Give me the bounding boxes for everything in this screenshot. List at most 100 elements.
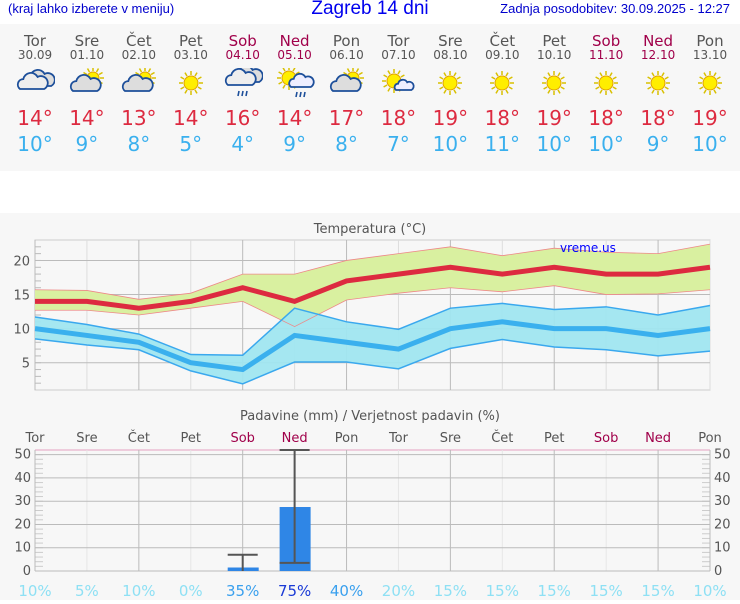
- category-label: Sre: [440, 431, 461, 446]
- high-temp: 18°: [380, 106, 417, 130]
- day-name: Pon: [696, 32, 724, 50]
- band-edge: [34, 243, 711, 300]
- day-name: Pon: [332, 32, 361, 50]
- day-name: Čet: [489, 32, 516, 50]
- category-label: Tor: [388, 431, 409, 446]
- precip-chart-title: Padavine (mm) / Verjetnost padavin (%): [240, 409, 500, 424]
- y-tick-label-right: 50: [714, 448, 731, 463]
- low-temp: 8°: [127, 132, 151, 156]
- low-temp: 10°: [432, 132, 469, 156]
- low-temp: 9°: [646, 132, 670, 156]
- precip-probability: 15%: [434, 582, 467, 600]
- day-column: Čet 02.10 13° 8°: [113, 24, 165, 158]
- category-label: Pet: [544, 431, 564, 446]
- y-tick-label-right: 30: [714, 494, 731, 509]
- last-updated: Zadnja posodobitev: 30.09.2025 - 12:27: [500, 1, 730, 16]
- daily-forecast: Tor 30.09 14° 10° Sre 01.10 14° 9° Čet 02.…: [0, 24, 740, 171]
- day-date: 10.10: [537, 48, 572, 62]
- y-tick-label: 40: [14, 471, 31, 486]
- precip-probability: 10%: [18, 582, 51, 600]
- y-tick-label: 10: [14, 541, 31, 556]
- high-temp: 14°: [173, 106, 209, 130]
- high-temp: 19°: [536, 106, 572, 130]
- day-name: Ned: [643, 32, 674, 50]
- high-temp: 18°: [588, 106, 624, 130]
- high-temp: 19°: [432, 106, 469, 130]
- sunny-icon: [698, 71, 722, 95]
- category-label: Sob: [594, 431, 618, 446]
- day-column: Čet 09.10 18° 11°: [476, 24, 528, 158]
- low-temp: 5°: [179, 132, 203, 156]
- day-date: 01.10: [69, 48, 105, 62]
- precip-probability: 75%: [278, 582, 311, 600]
- sunny-icon: [438, 71, 463, 95]
- high-temp: 18°: [484, 106, 521, 130]
- day-date: 04.10: [225, 48, 260, 62]
- category-label: Sre: [76, 431, 97, 446]
- day-column: Tor 30.09 14° 10°: [9, 24, 61, 158]
- day-column: Ned 05.10 14° 9°: [269, 24, 321, 158]
- category-label: Tor: [24, 431, 45, 446]
- sunny-icon: [542, 71, 567, 95]
- day-date: 12.10: [640, 48, 676, 62]
- high-temp: 18°: [640, 106, 676, 130]
- location-hint: (kraj lahko izberete v meniju): [8, 1, 175, 16]
- category-label: Pon: [335, 431, 359, 446]
- low-temp: 4°: [231, 132, 255, 156]
- precip-probability: 10%: [693, 582, 726, 600]
- day-column: Sob 04.10 16° 4°: [217, 24, 269, 158]
- y-tick-label: 0: [23, 564, 31, 579]
- day-name: Tor: [387, 32, 410, 50]
- y-tick-label: 50: [14, 448, 31, 463]
- day-name: Pet: [178, 32, 203, 50]
- cloudy-icon: [16, 69, 55, 90]
- sunny-icon: [490, 71, 515, 95]
- low-temp: 9°: [75, 132, 99, 156]
- low-temp: 11°: [484, 132, 521, 156]
- day-column: Sre 01.10 14° 9°: [61, 24, 113, 158]
- low-temp: 10°: [692, 132, 728, 156]
- y-tick-label: 5: [22, 357, 30, 372]
- y-tick-label: 15: [13, 289, 30, 304]
- header: (kraj lahko izberete v meniju) Zagreb 14…: [0, 0, 740, 19]
- day-date: 02.10: [121, 48, 157, 62]
- day-date: 07.10: [381, 48, 416, 62]
- high-temp: 14°: [276, 106, 313, 130]
- sunny-icon: [178, 71, 203, 95]
- precip-probability: 0%: [179, 582, 203, 600]
- precip-plot-area: [35, 450, 710, 571]
- band-edge: [34, 302, 711, 356]
- y-tick-label: 20: [14, 517, 31, 532]
- y-tick-label-right: 20: [714, 517, 731, 532]
- day-column: Tor 07.10 18° 7°: [372, 24, 424, 158]
- partly-cloudy-icon: [329, 68, 364, 92]
- day-column: Ned 12.10 18° 9°: [632, 24, 684, 158]
- category-label: Čet: [128, 430, 150, 446]
- category-label: Pet: [181, 431, 201, 446]
- low-temp: 7°: [387, 132, 410, 156]
- y-tick-label-right: 0: [714, 564, 722, 579]
- category-label: Ned: [645, 431, 671, 446]
- y-tick-label: 20: [13, 254, 30, 269]
- day-date: 09.10: [485, 48, 520, 62]
- day-column: Sre 08.10 19° 10°: [424, 24, 476, 158]
- high-temp: 19°: [692, 106, 728, 130]
- day-name: Tor: [24, 32, 46, 50]
- day-name: Sob: [228, 32, 257, 50]
- day-column: Pon 13.10 19° 10°: [684, 24, 736, 158]
- band-edge: [35, 285, 711, 328]
- category-label: Pon: [698, 431, 722, 446]
- low-temp-line: [34, 319, 711, 373]
- high-temp: 14°: [17, 106, 53, 130]
- low-temp: 10°: [588, 132, 624, 156]
- sun-rain-icon: [276, 68, 315, 98]
- precip-probability: 15%: [538, 582, 571, 600]
- day-date: 13.10: [692, 48, 728, 62]
- high-temp-band: [35, 244, 710, 327]
- partly-cloudy-icon: [69, 68, 104, 92]
- temp-chart-title: Temperatura (°C): [313, 222, 426, 237]
- high-temp: 17°: [328, 106, 365, 130]
- day-date: 11.10: [588, 48, 624, 62]
- watermark: vreme.us: [560, 241, 616, 255]
- day-name: Sob: [592, 32, 621, 50]
